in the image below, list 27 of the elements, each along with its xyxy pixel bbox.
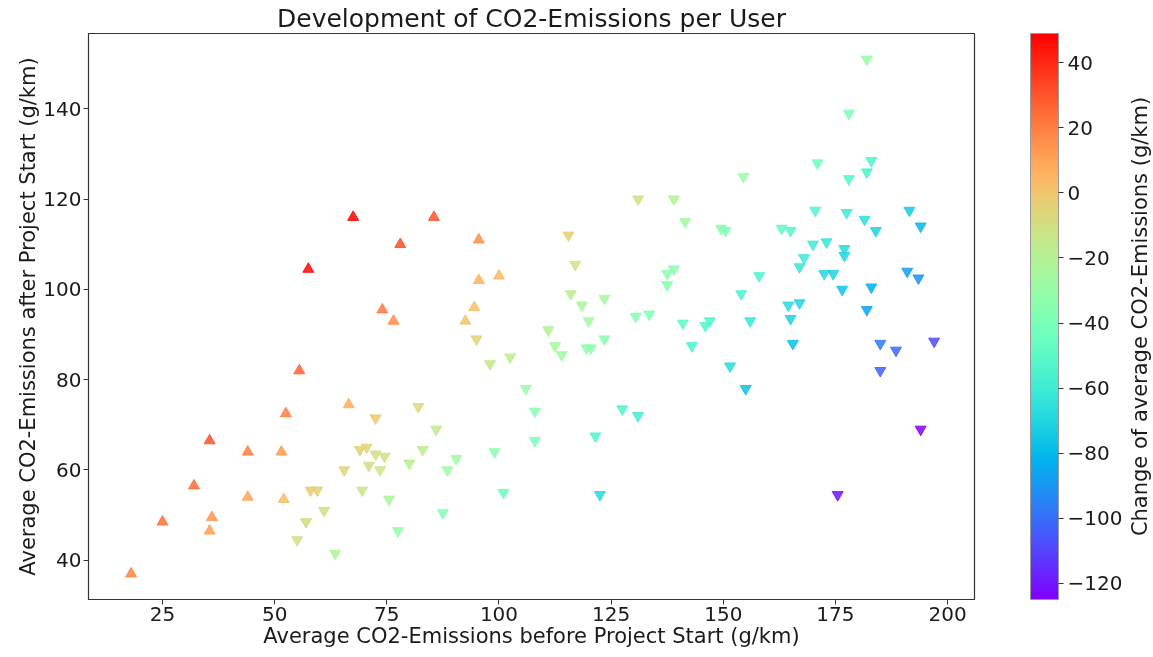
color-bar-label: −20 [1067, 245, 1110, 270]
color-bar-label: −120 [1067, 571, 1123, 596]
y-tick-label: 140 [43, 96, 82, 121]
color-bar-label: −100 [1067, 506, 1123, 531]
color-bar-label: 40 [1067, 50, 1093, 75]
color-bar-title: Change of average CO2-Emissions (g/km) [1127, 96, 1152, 537]
x-tick-label: 50 [261, 601, 288, 626]
y-tick-label: 100 [43, 277, 82, 302]
chart-title: Development of CO2-Emissions per User [277, 3, 787, 33]
color-bar-label: 0 [1067, 180, 1081, 205]
x-tick-label: 200 [928, 601, 967, 626]
x-tick-label: 100 [479, 601, 519, 626]
x-tick-label: 75 [374, 601, 400, 626]
y-tick-label: 120 [43, 187, 82, 212]
x-tick-label: 150 [704, 601, 743, 626]
y-tick-label: 40 [56, 548, 82, 573]
color-bar-label: −60 [1067, 376, 1110, 401]
color-bar-label: −80 [1067, 441, 1110, 466]
x-tick-label: 125 [592, 601, 631, 626]
y-axis-title: Average CO2-Emissions after Project Start (g/km) [16, 57, 41, 576]
color-bar-label: −40 [1067, 311, 1110, 336]
y-tick-label: 80 [56, 367, 82, 392]
x-tick-label: 175 [816, 601, 855, 626]
x-tick-label: 25 [149, 601, 176, 626]
x-axis-title: Average CO2-Emissions before Project Start (g/km) [263, 623, 800, 648]
color-bar-label: 20 [1067, 115, 1093, 140]
y-tick-label: 60 [56, 457, 82, 482]
